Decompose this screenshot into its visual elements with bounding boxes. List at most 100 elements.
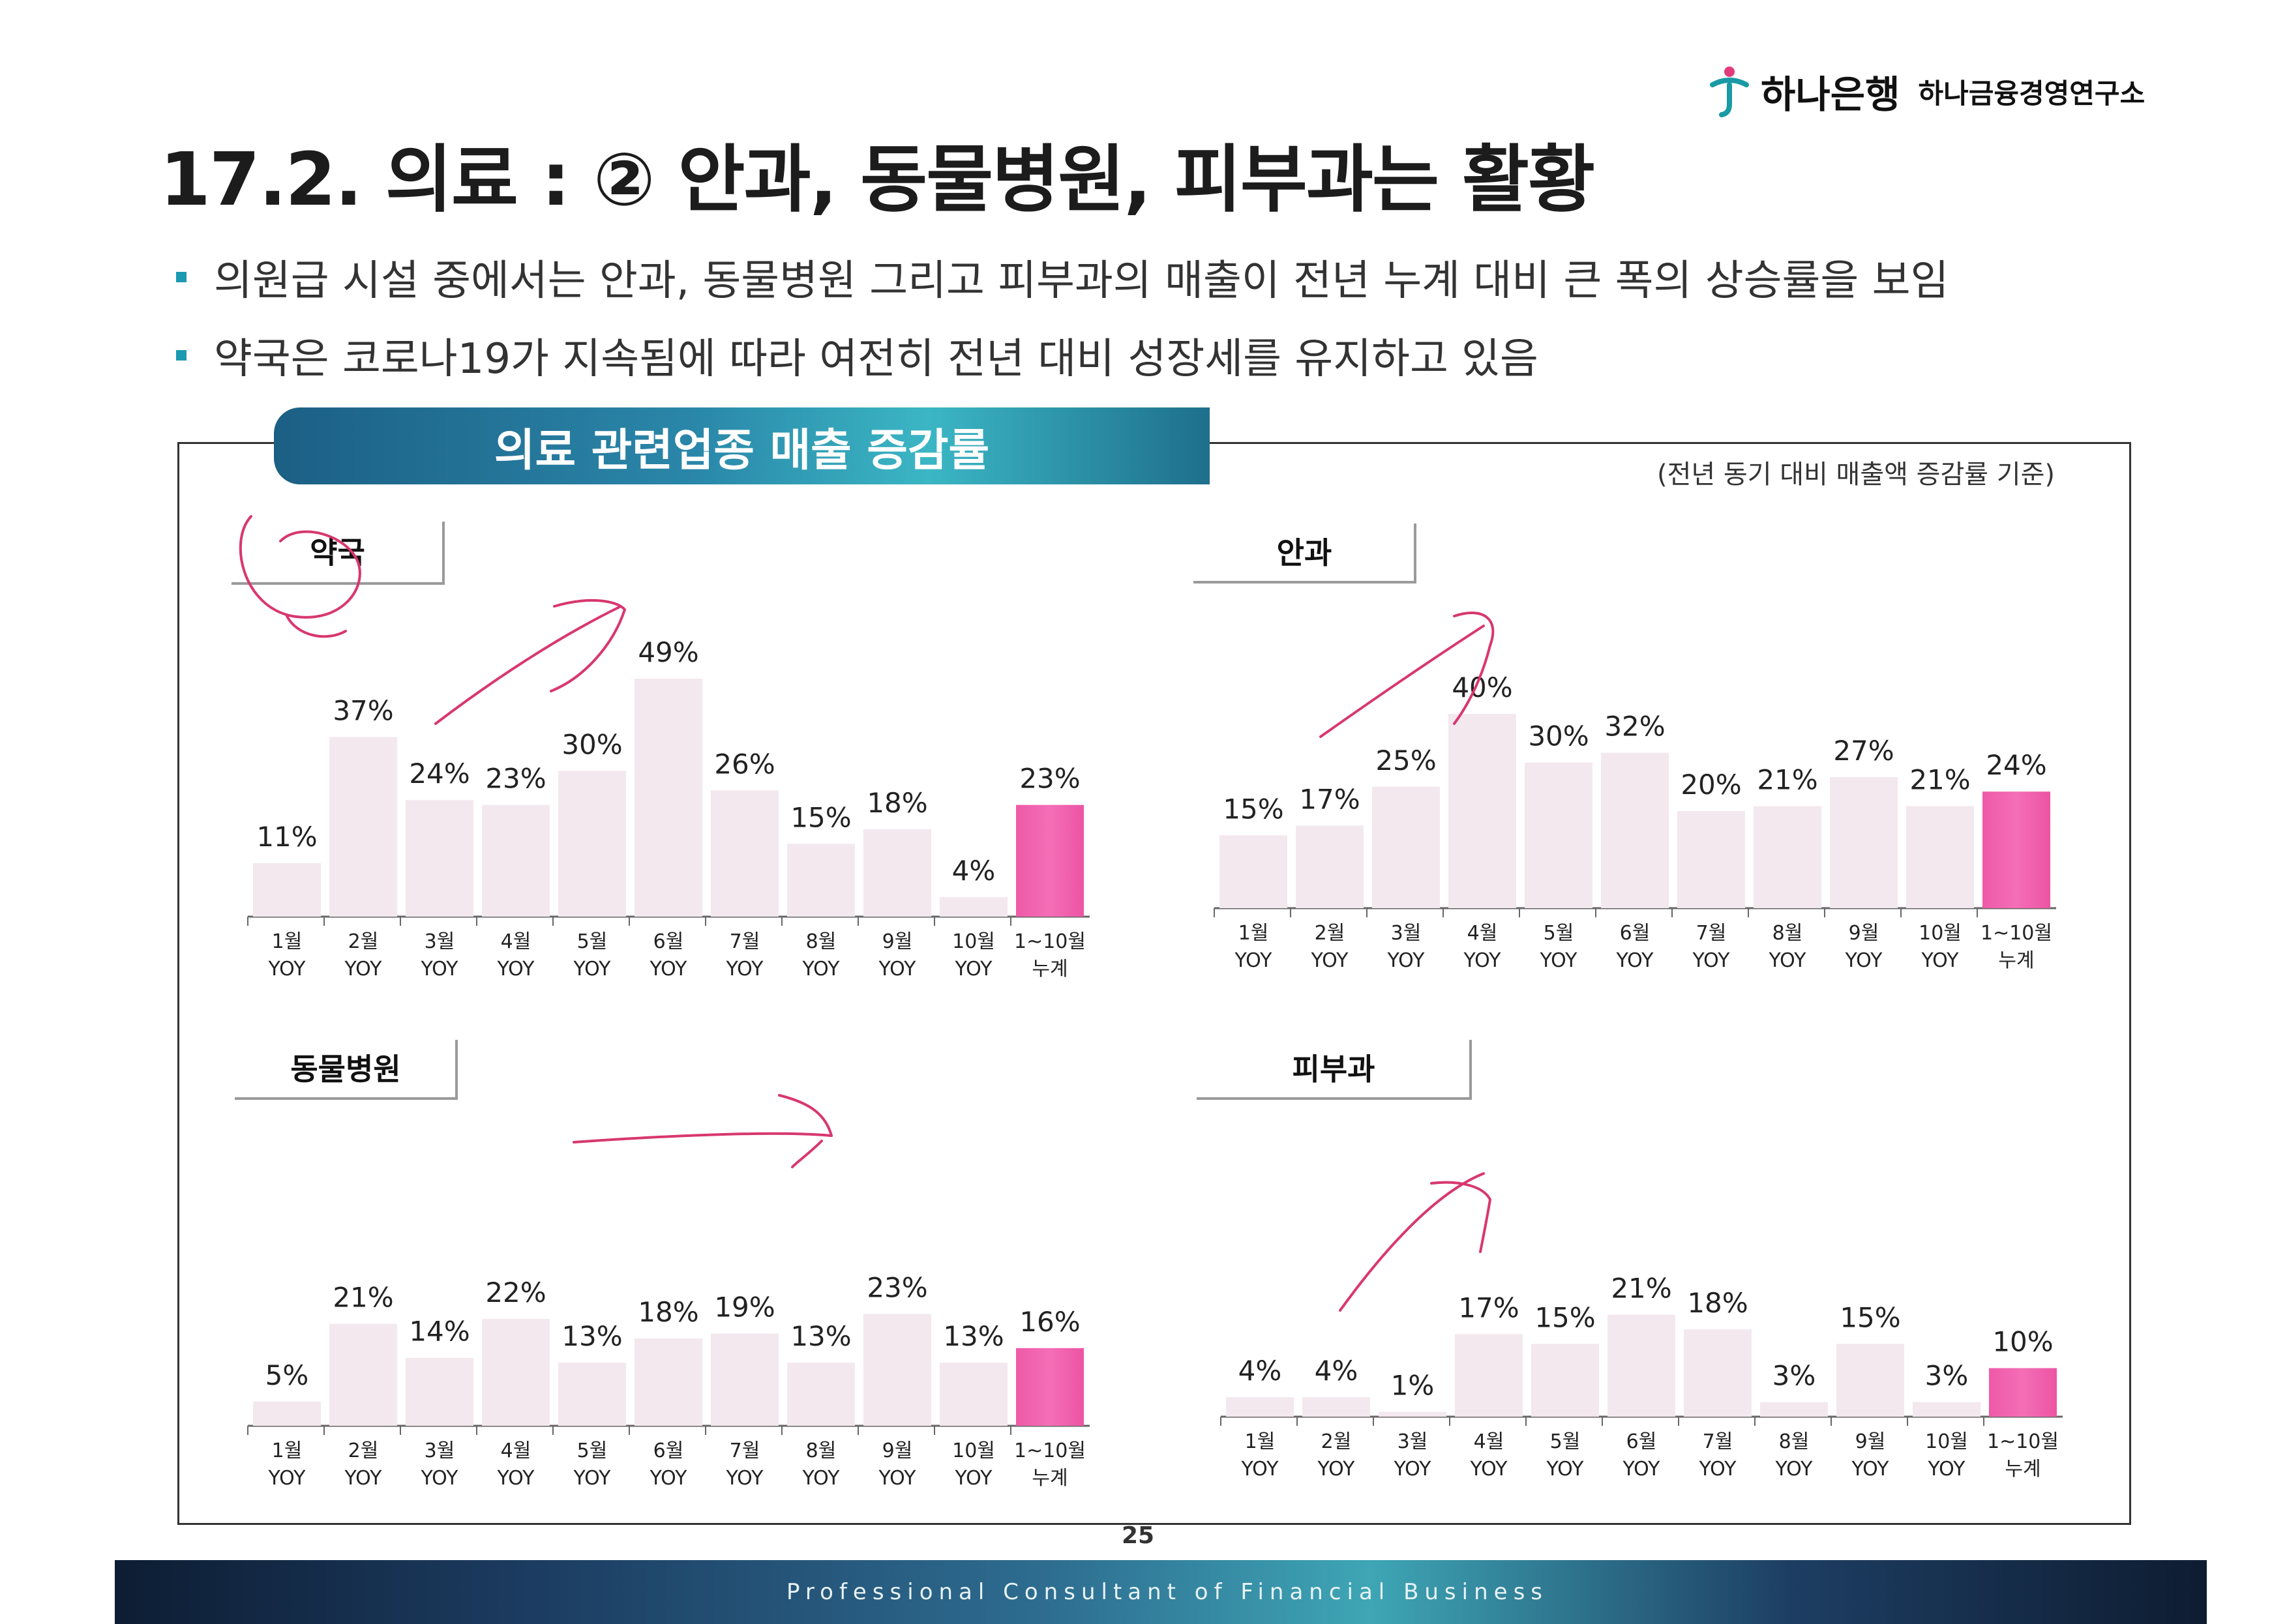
data-label: 24% [409, 758, 470, 790]
tick-label: YOY [802, 1467, 841, 1490]
tick-label: YOY [344, 1467, 383, 1490]
data-label: 4% [952, 855, 996, 887]
data-label: 5% [265, 1359, 309, 1391]
data-label: 21% [1611, 1273, 1671, 1305]
bullet-marker [176, 350, 187, 361]
footer-banner: Professional Consultant of Financial Bus… [115, 1560, 2207, 1624]
chart-title-tab [1193, 524, 1416, 583]
data-label: 1% [1391, 1370, 1435, 1402]
tick-label: YOY [573, 958, 612, 981]
tick-label: YOY [1470, 1458, 1508, 1481]
tick-label: YOY [1463, 949, 1502, 972]
data-label: 30% [561, 729, 622, 761]
bar [253, 863, 321, 917]
tick-label: 1~10월 [1987, 1430, 2059, 1453]
tick-label: 4월 [501, 930, 531, 953]
tick-label: YOY [1845, 949, 1883, 972]
tick-label: YOY [1234, 949, 1273, 972]
bar [1525, 762, 1592, 908]
bar [1906, 806, 1974, 908]
bar [787, 1363, 855, 1426]
bar [1913, 1402, 1981, 1417]
tick-label: YOY [1851, 1458, 1890, 1481]
tick-label: YOY [497, 1467, 535, 1490]
data-label: 13% [561, 1320, 622, 1352]
data-label: 40% [1452, 672, 1512, 703]
panel-banner: 의료 관련업종 매출 증감률 [274, 407, 1210, 484]
tick-label: 1월 [272, 930, 303, 953]
tick-label: 3월 [425, 1439, 455, 1462]
tick-label: 1~10월 [1014, 1439, 1086, 1462]
handwritten-annotations [239, 515, 1495, 1312]
tick-label: YOY [1921, 949, 1960, 972]
tick-label: YOY [1928, 1458, 1966, 1481]
data-label: 21% [333, 1282, 393, 1314]
bar [1296, 825, 1364, 908]
data-label: 23% [485, 763, 546, 795]
tick-label: 9월 [1849, 922, 1879, 945]
tick-label: 3월 [1398, 1430, 1428, 1453]
data-label: 30% [1528, 720, 1589, 752]
data-label: 18% [638, 1296, 698, 1328]
tick-label: YOY [268, 958, 306, 981]
tick-label: YOY [1311, 949, 1349, 972]
data-label: 21% [1909, 764, 1970, 796]
tick-label: 7월 [1696, 922, 1727, 945]
data-label: 13% [943, 1320, 1004, 1352]
bar-chart-3: 동물병원 5% 1월 YOY 21% 2월 YOY 14% 3월 YOY 22% 4월 YOY 13% 5월… [235, 1040, 1090, 1490]
data-label: 23% [867, 1272, 927, 1304]
tick-label: YOY [1699, 1458, 1737, 1481]
tick-label: YOY [1241, 1458, 1279, 1481]
bar-chart-4: 피부과 4% 1월 YOY 4% 2월 YOY 1% 3월 YOY 17% 4월 YOY 15% 5월 YOY… [1197, 1040, 2063, 1481]
bar [329, 1323, 397, 1426]
bullet-text: 약국은 코로나19가 지속됨에 따라 여전히 전년 대비 성장세를 유지하고 있… [214, 335, 1538, 383]
chart-title-tab [1197, 1040, 1472, 1100]
tick-label: 9월 [882, 1439, 913, 1462]
bar [1836, 1344, 1904, 1417]
tick-label: 6월 [1626, 1430, 1657, 1453]
bullet-text: 의원급 시설 중에서는 안과, 동물병원 그리고 피부과의 매출이 전년 누계 … [214, 257, 1949, 305]
tick-label: 4월 [1467, 922, 1498, 945]
tick-label: 8월 [806, 1439, 837, 1462]
bar-chart-1: 약국11%1월YOY37%2월YOY24%3월YOY23%4월YOY30%5월Y… [232, 522, 1090, 981]
bar [863, 1314, 931, 1426]
data-label: 22% [485, 1277, 546, 1308]
bar-cumulative [1016, 805, 1084, 917]
bar [1448, 714, 1516, 908]
tick-label: 8월 [1772, 922, 1803, 945]
bullet-item: 의원급 시설 중에서는 안과, 동물병원 그리고 피부과의 매출이 전년 누계 … [176, 238, 1949, 316]
chart-title-tab [232, 522, 445, 585]
bar [635, 1338, 702, 1426]
tick-label: 1월 [1245, 1430, 1276, 1453]
institute-name: 하나금융경영연구소 [1918, 77, 2145, 110]
data-label: 23% [1019, 763, 1080, 795]
chart-title: 피부과 [1293, 1052, 1375, 1087]
tick-label: 2월 [1321, 1430, 1352, 1453]
tick-label: 7월 [1703, 1430, 1733, 1453]
tick-label: 1~10월 [1014, 930, 1086, 953]
bar [1607, 1314, 1675, 1417]
data-label: 15% [790, 801, 851, 833]
data-label: 27% [1833, 735, 1894, 767]
tick-label: YOY [1692, 949, 1731, 972]
tick-label: YOY [1387, 949, 1426, 972]
hana-logo-icon [1710, 66, 1749, 117]
tick-label: YOY [1317, 1458, 1356, 1481]
tick-label: YOY [650, 1467, 688, 1490]
data-label: 11% [256, 821, 317, 853]
tick-label: YOY [573, 1467, 612, 1490]
data-label: 3% [1772, 1360, 1816, 1392]
bar [1684, 1329, 1752, 1417]
tick-label: 7월 [730, 1439, 760, 1462]
bar [711, 1333, 779, 1426]
data-label: 32% [1604, 711, 1665, 743]
data-label: 4% [1315, 1355, 1358, 1387]
data-label: 19% [714, 1291, 775, 1323]
data-label: 24% [1986, 749, 2046, 781]
bar [1302, 1397, 1370, 1417]
footer-text: Professional Consultant of Financial Bus… [786, 1579, 1548, 1605]
data-label: 18% [867, 787, 927, 819]
tick-label: 1월 [1238, 922, 1269, 945]
data-label: 4% [1238, 1355, 1282, 1387]
data-label: 20% [1681, 769, 1741, 801]
